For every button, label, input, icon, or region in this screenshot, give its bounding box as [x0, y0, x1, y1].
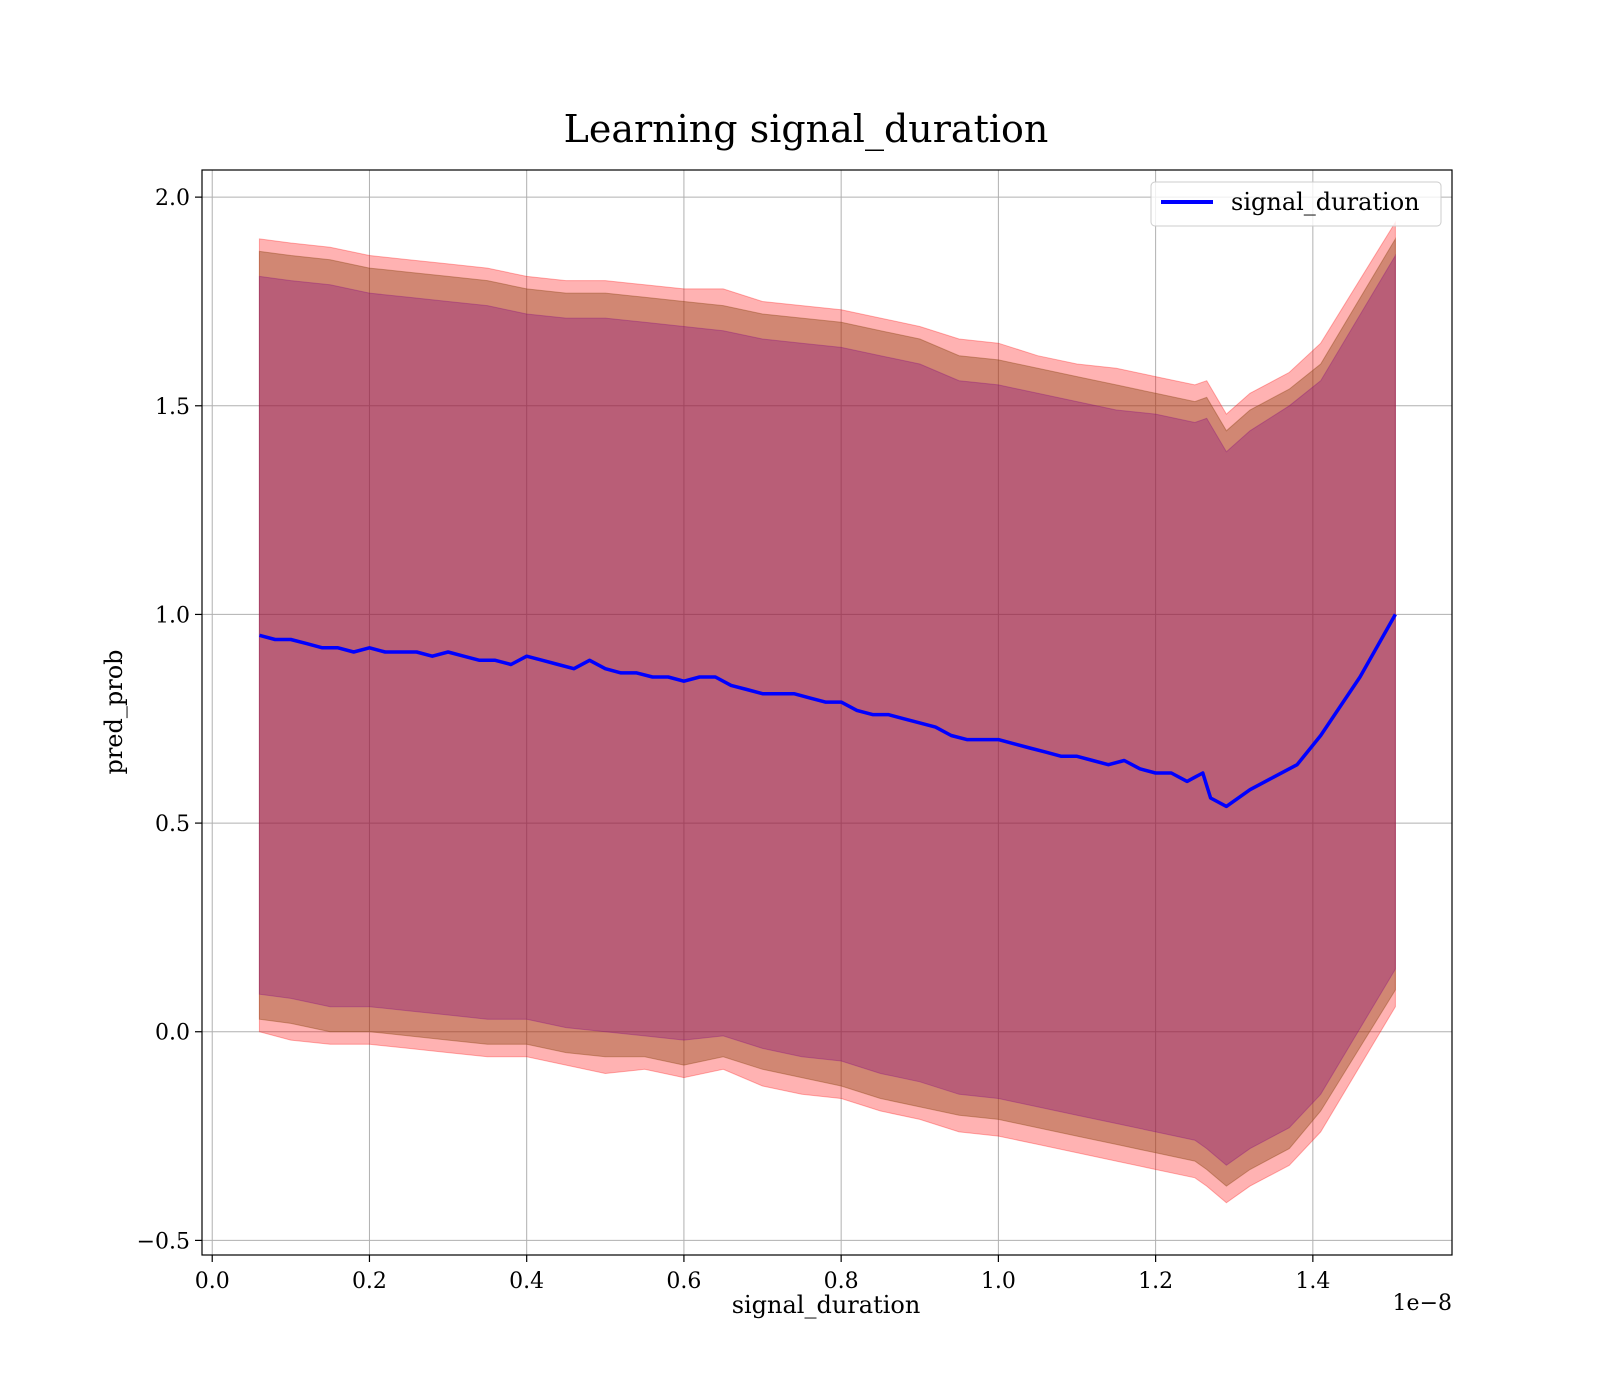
x-axis-offset-label: 1e−8	[1393, 1291, 1452, 1316]
confidence-band-1	[258, 237, 1396, 1187]
x-tick-label-0: 0.0	[195, 1269, 230, 1294]
legend-box	[1150, 181, 1442, 227]
y-tick-label-0: −0.5	[137, 1229, 190, 1254]
series-lines	[258, 613, 1397, 809]
x-tick-label-3: 0.6	[666, 1269, 701, 1294]
x-tick-label-1: 0.2	[352, 1269, 387, 1294]
y-tick-label-1: 0.0	[155, 1021, 190, 1046]
y-axis-ticks: −0.5 0.0 0.5 1.0 1.5 2.0	[137, 186, 202, 1254]
x-tick-label-4: 0.8	[824, 1269, 859, 1294]
x-axis-ticks: 0.0 0.2 0.4 0.6 0.8 1.0 1.2 1.4	[195, 1255, 1330, 1294]
y-tick-label-4: 1.5	[155, 395, 190, 420]
y-tick-label-3: 1.0	[155, 603, 190, 628]
y-tick-label-2: 0.5	[155, 812, 190, 837]
y-tick-label-5: 2.0	[155, 186, 190, 211]
x-tick-label-5: 1.0	[981, 1269, 1016, 1294]
x-tick-label-2: 0.4	[509, 1269, 544, 1294]
legend-label: signal_duration	[1231, 188, 1420, 216]
legend: signal_duration	[1150, 181, 1442, 227]
confidence-band-2	[258, 253, 1396, 1166]
chart-title: Learning signal_duration	[564, 107, 1049, 152]
y-axis-title: pred_prob	[100, 649, 128, 774]
plot-frame	[201, 169, 1453, 1256]
series-line-0	[258, 613, 1397, 809]
confidence-bands	[258, 220, 1396, 1204]
grid	[202, 170, 1452, 1255]
confidence-band-0	[258, 220, 1396, 1204]
x-tick-label-6: 1.2	[1138, 1269, 1173, 1294]
x-tick-label-7: 1.4	[1295, 1269, 1330, 1294]
x-axis-title: signal_duration	[732, 1291, 921, 1319]
